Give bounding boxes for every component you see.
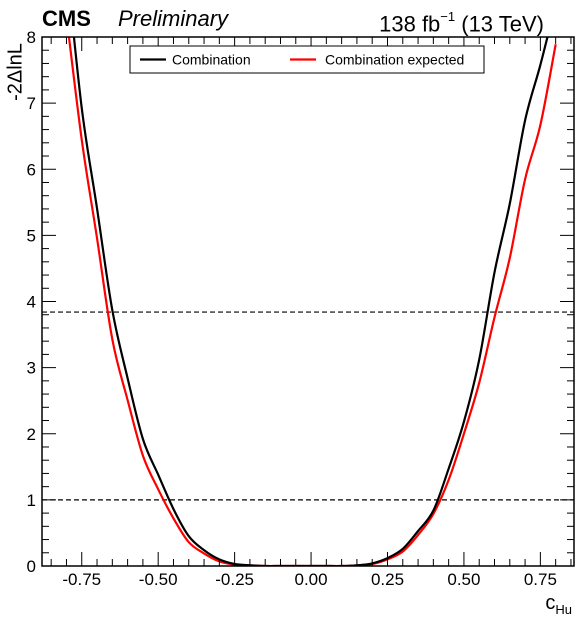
x-tick-label: 0.75: [524, 570, 557, 589]
x-tick-label: -0.25: [215, 570, 254, 589]
series-line-combination: [72, 37, 549, 566]
y-tick-label: 1: [27, 491, 36, 510]
lumi-exponent: −1: [440, 9, 456, 24]
x-axis: -0.75 -0.50 -0.25 0.00 0.25 0.50 0.75: [50, 37, 572, 589]
y-tick-label: 4: [27, 293, 36, 312]
y-tick-label: 6: [27, 160, 36, 179]
series-line-combination-expected: [67, 37, 557, 566]
x-tick-label: 0.50: [447, 570, 480, 589]
y-axis-title: -2ΔlnL: [4, 43, 27, 101]
y-tick-label: 8: [27, 28, 36, 47]
status-label: Preliminary: [118, 6, 229, 31]
experiment-label: CMS: [42, 6, 91, 31]
x-axis-title: cHu: [545, 592, 572, 617]
legend-label: Combination: [172, 52, 251, 68]
lumi-value: 138 fb: [379, 11, 441, 37]
x-axis-title-sub: Hu: [555, 602, 572, 617]
luminosity-label: 138 fb−1 (13 TeV): [379, 6, 544, 37]
x-tick-label: 0.25: [371, 570, 404, 589]
y-tick-label: 3: [27, 359, 36, 378]
legend: Combination Combination expected: [129, 45, 485, 74]
reference-lines: [42, 311, 574, 501]
curves: [67, 37, 557, 566]
energy-label: (13 TeV): [461, 11, 544, 37]
y-tick-label: 2: [27, 425, 36, 444]
legend-label: Combination expected: [325, 52, 464, 68]
plot-frame: [41, 36, 575, 567]
x-axis-title-main: c: [545, 592, 556, 614]
x-tick-label: -0.50: [139, 570, 178, 589]
x-tick-label: -0.75: [62, 570, 101, 589]
y-tick-label: 7: [27, 94, 36, 113]
y-axis: 0 1 2 3 4 5 6 7 8: [27, 28, 574, 576]
x-tick-label: 0.00: [295, 570, 328, 589]
y-tick-label: 0: [27, 557, 36, 576]
y-tick-label: 5: [27, 226, 36, 245]
